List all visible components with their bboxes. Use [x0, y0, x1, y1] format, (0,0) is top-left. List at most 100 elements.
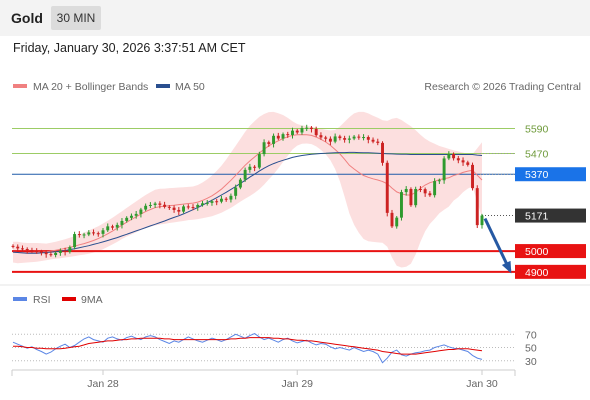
timeframe-button[interactable]: 30 MIN [51, 6, 101, 30]
candle-body [371, 139, 375, 142]
candle-body [286, 134, 290, 136]
candle-body [73, 234, 77, 248]
candle-body [418, 188, 422, 190]
candle-body [196, 204, 200, 208]
time-axis: Jan 28 Jan 29 Jan 30 [11, 369, 516, 390]
legend-label-ma20: MA 20 + Bollinger Bands [33, 81, 148, 93]
level-tag-5171 [515, 208, 586, 223]
level-label-4900: 4900 [525, 267, 549, 279]
candle-body [172, 207, 176, 210]
candle-body [300, 128, 304, 133]
source-credit: Research © 2026 Trading Central [424, 81, 581, 93]
time-label-jan-28: Jan 28 [87, 378, 119, 390]
timestamp: Friday, January 30, 2026 3:37:51 AM CET [13, 41, 246, 55]
candle-body [111, 226, 114, 228]
candle-body [305, 127, 309, 129]
candle-body [153, 203, 157, 205]
candle-body [58, 250, 62, 253]
rsi-lines [12, 333, 483, 364]
candle-body [362, 137, 366, 139]
candle-body [39, 251, 43, 253]
candle-body [395, 217, 399, 227]
candle-body [466, 162, 470, 165]
header-bar: Gold 30 MIN [0, 0, 590, 36]
candle-body [144, 205, 148, 210]
candle-body [390, 212, 394, 227]
level-tag-5370 [515, 167, 586, 182]
candle-body [452, 154, 456, 159]
candle-body [54, 252, 58, 256]
candle-body [267, 142, 271, 144]
rsi-tick-30: 30 [525, 356, 537, 368]
candle-body [281, 134, 285, 139]
candle-body [428, 193, 432, 196]
candles [11, 124, 484, 258]
candle-body [309, 127, 313, 129]
candle-body [276, 135, 280, 139]
candle-body [35, 251, 39, 253]
candle-body [338, 136, 342, 139]
candle-body [433, 181, 437, 196]
candle-body [44, 252, 48, 255]
moving-average-lines [12, 134, 483, 254]
candle-body [219, 198, 223, 202]
candle-body [191, 207, 195, 209]
candle-body [352, 136, 356, 139]
rsi-ma-line [13, 337, 483, 355]
legend-swatch-rsi [13, 297, 27, 301]
candle-body [201, 203, 204, 205]
candle-body [115, 224, 119, 228]
candle-body [186, 206, 190, 208]
candle-body [229, 195, 233, 200]
level-tag-5000 [515, 244, 586, 259]
rsi-line [12, 333, 483, 364]
forecast-arrow-shaft [483, 217, 512, 272]
candle-body [21, 248, 24, 250]
candle-body [182, 206, 186, 212]
candle-body [404, 188, 408, 193]
candle-body [442, 158, 446, 181]
candle-body [30, 250, 34, 252]
candle-body [11, 245, 15, 247]
candle-body [272, 135, 276, 144]
candle-body [87, 232, 91, 235]
legend-swatch-ma50 [156, 84, 170, 88]
candle-body [347, 138, 351, 140]
candle-body [205, 202, 209, 204]
level-label-5370: 5370 [525, 169, 549, 181]
candle-body [134, 213, 138, 216]
candle-body [262, 142, 266, 155]
candle-body [480, 215, 484, 226]
candle-body [96, 233, 100, 235]
candle-body [25, 249, 29, 251]
candle-body [129, 215, 133, 218]
candle-body [215, 201, 219, 203]
level-label-5590: 5590 [525, 124, 549, 136]
candle-body [295, 130, 299, 133]
candle-body [68, 247, 72, 252]
forecast-arrow [483, 217, 512, 274]
level-tag-4900 [515, 264, 586, 279]
candle-body [324, 137, 328, 139]
level-label-5000: 5000 [525, 246, 549, 258]
candle-body [314, 128, 318, 136]
candle-body [158, 203, 162, 205]
candle-body [423, 189, 427, 194]
rsi-tick-70: 70 [525, 329, 537, 341]
candle-body [456, 158, 460, 161]
candle-body [248, 166, 252, 170]
candle-body [414, 188, 418, 206]
candle-body [399, 192, 403, 218]
candle-body [257, 154, 261, 168]
legend-label-ma50: MA 50 [175, 81, 205, 93]
candle-body [328, 138, 332, 142]
candle-body [224, 198, 228, 200]
legend-swatch-9ma [62, 297, 76, 301]
candle-body [366, 137, 370, 140]
candle-body [92, 232, 96, 234]
legend-label-9ma: 9MA [81, 294, 103, 306]
rsi-legend: RSI 9MA [13, 294, 103, 306]
candle-body [49, 254, 53, 256]
candle-body [447, 154, 451, 159]
